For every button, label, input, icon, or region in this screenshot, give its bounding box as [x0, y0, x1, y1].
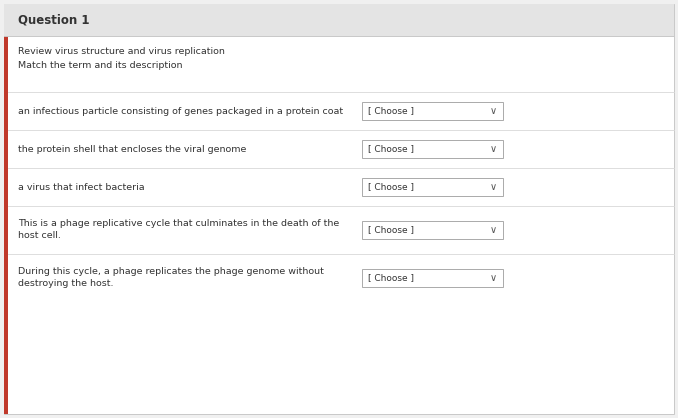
Text: [ Choose ]: [ Choose ] — [368, 273, 414, 283]
Text: During this cycle, a phage replicates the phage genome without: During this cycle, a phage replicates th… — [18, 267, 324, 275]
Text: [ Choose ]: [ Choose ] — [368, 145, 414, 153]
Bar — [4, 4, 8, 414]
Text: [ Choose ]: [ Choose ] — [368, 183, 414, 191]
Text: This is a phage replicative cycle that culminates in the death of the: This is a phage replicative cycle that c… — [18, 219, 339, 227]
Text: ∨: ∨ — [490, 182, 497, 192]
Text: Match the term and its description: Match the term and its description — [18, 61, 182, 71]
Text: ∨: ∨ — [490, 106, 497, 116]
Bar — [363, 269, 503, 287]
Text: destroying the host.: destroying the host. — [18, 280, 113, 288]
Bar — [4, 4, 674, 36]
Text: [ Choose ]: [ Choose ] — [368, 107, 414, 115]
Bar — [363, 221, 503, 239]
Bar — [363, 140, 503, 158]
Text: the protein shell that encloses the viral genome: the protein shell that encloses the vira… — [18, 145, 246, 153]
Text: ∨: ∨ — [490, 273, 497, 283]
Text: ∨: ∨ — [490, 144, 497, 154]
Bar — [363, 102, 503, 120]
Text: Review virus structure and virus replication: Review virus structure and virus replica… — [18, 48, 225, 56]
Text: host cell.: host cell. — [18, 232, 61, 240]
Text: Question 1: Question 1 — [18, 13, 89, 26]
Text: an infectious particle consisting of genes packaged in a protein coat: an infectious particle consisting of gen… — [18, 107, 343, 115]
Text: ∨: ∨ — [490, 225, 497, 235]
Text: [ Choose ]: [ Choose ] — [368, 225, 414, 234]
Text: a virus that infect bacteria: a virus that infect bacteria — [18, 183, 144, 191]
Bar — [363, 178, 503, 196]
